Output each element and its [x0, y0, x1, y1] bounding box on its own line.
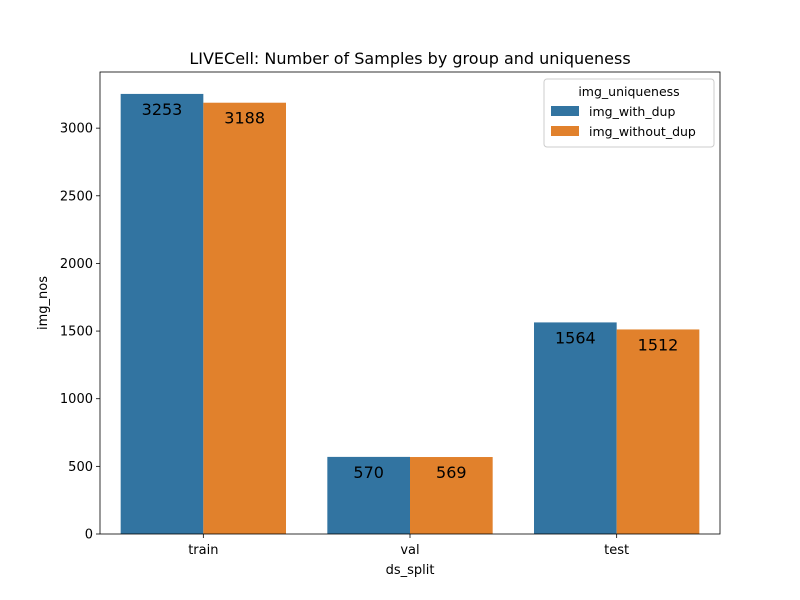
- y-axis-label: img_nos: [36, 276, 51, 330]
- legend-swatch-img_without_dup: [551, 126, 579, 136]
- legend-label-img_with_dup: img_with_dup: [589, 104, 675, 119]
- legend: img_uniqueness img_with_dup img_without_d…: [543, 78, 715, 148]
- data-label-train-img_with_dup: 3253: [142, 100, 183, 119]
- y-tick-label: 2000: [60, 257, 93, 272]
- y-tick-label: 2500: [60, 189, 93, 204]
- legend-title: img_uniqueness: [578, 84, 679, 99]
- legend-label-img_without_dup: img_without_dup: [589, 124, 696, 139]
- y-tick-label: 0: [85, 528, 93, 543]
- bar-val-img_with_dup: [327, 456, 410, 534]
- bar-train-img_with_dup: [120, 93, 204, 535]
- bar-test-img_without_dup: [616, 329, 700, 534]
- bar-val-img_without_dup: [410, 457, 493, 534]
- x-tick-label-val: val: [400, 543, 419, 558]
- x-axis-label: ds_split: [386, 563, 435, 578]
- data-label-val-img_without_dup: 569: [436, 463, 467, 482]
- legend-entries: img_with_dup img_without_dup: [551, 104, 696, 139]
- data-labels-group: 3253 3188 570 569 1564 1512: [142, 100, 679, 482]
- legend-box: [543, 78, 715, 148]
- x-tick-label-test: test: [604, 543, 629, 558]
- data-label-train-img_without_dup: 3188: [224, 109, 265, 128]
- data-label-val-img_with_dup: 570: [353, 463, 384, 482]
- x-tick-label-train: train: [188, 543, 218, 558]
- bar-train-img_without_dup: [203, 102, 286, 535]
- chart-title: LIVECell: Number of Samples by group and…: [189, 49, 630, 68]
- y-tick-label: 3000: [60, 122, 93, 137]
- bar-test-img_with_dup: [534, 322, 617, 534]
- legend-swatch-img_with_dup: [551, 106, 579, 116]
- data-label-test-img_without_dup: 1512: [638, 335, 679, 354]
- y-tick-label: 500: [68, 460, 93, 475]
- plot-frame: [99, 71, 721, 535]
- y-tick-label: 1000: [60, 392, 93, 407]
- y-axis: 0 500 1000 1500 2000 2500 3000: [60, 122, 100, 543]
- data-label-test-img_with_dup: 1564: [555, 328, 596, 347]
- x-axis: train val test: [188, 534, 629, 558]
- plot-area: 3253 3188 570 569 1564 1512 0 500 1000 1500 2000 2…: [60, 71, 721, 558]
- y-tick-label: 1500: [60, 325, 93, 340]
- bars-group: [120, 93, 700, 535]
